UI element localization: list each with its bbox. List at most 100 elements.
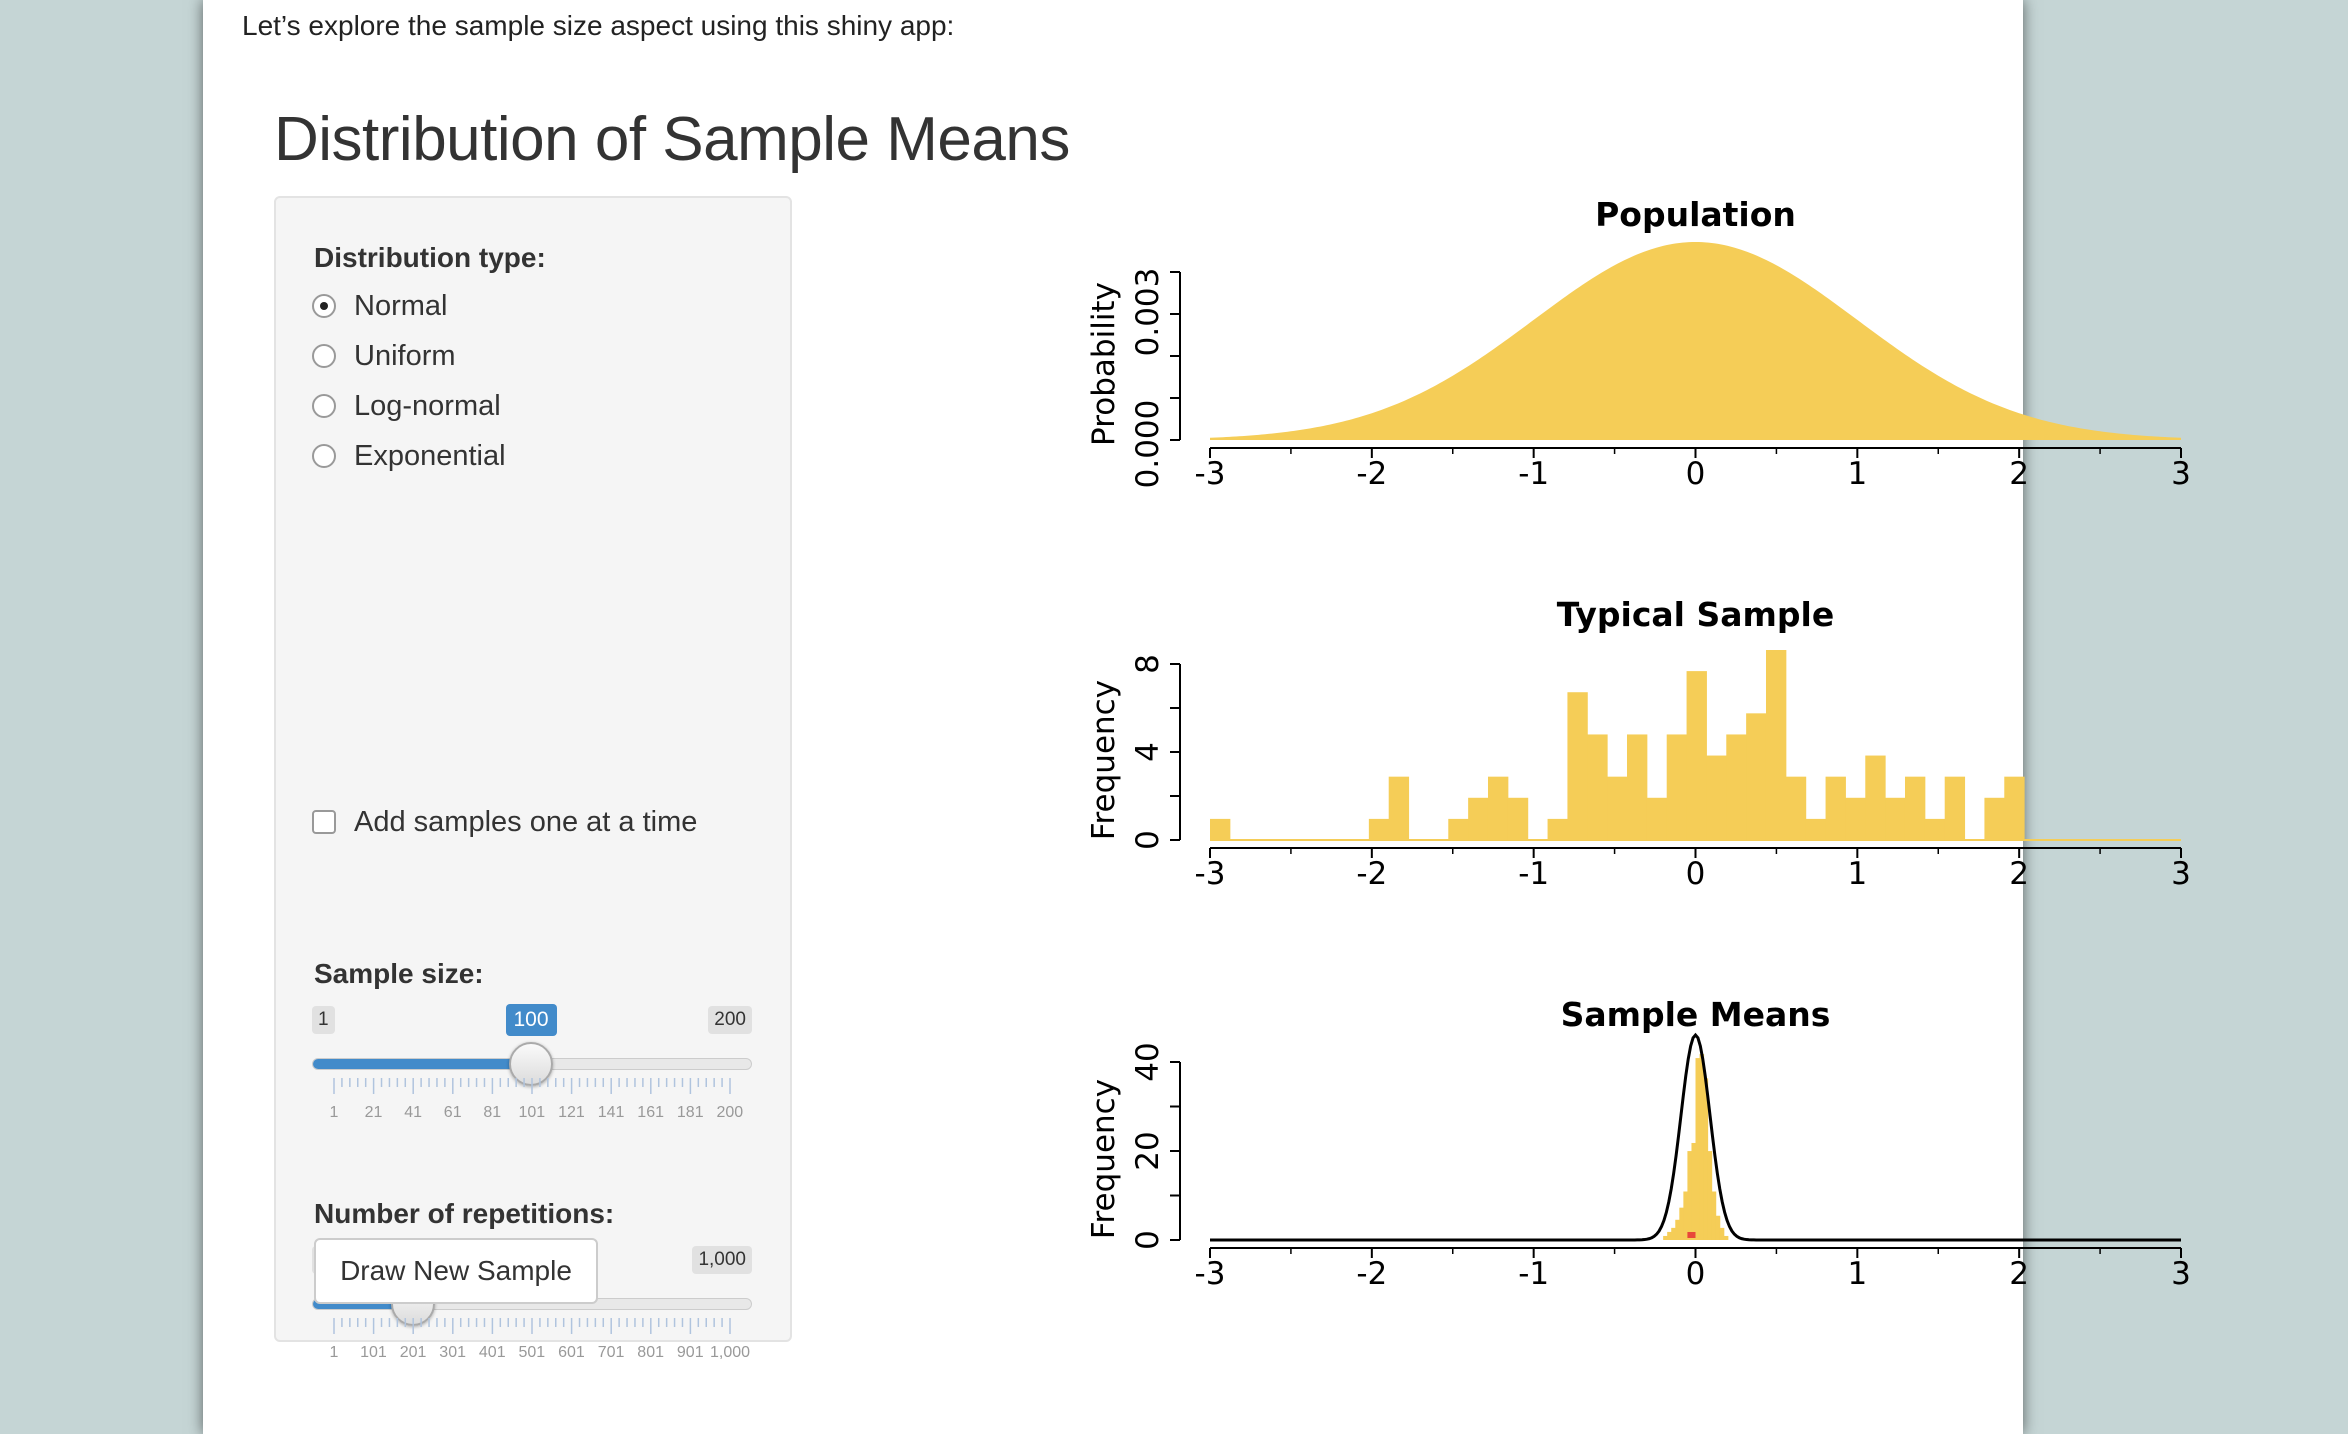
population-plot: Population -3 -2 -1 0 1 2 3 0.000 0.003Probabilit… — [1086, 195, 2191, 492]
histogram-bar — [1984, 797, 2005, 840]
repetitions-grid-label: 501 — [518, 1344, 546, 1361]
x-tick-label: -2 — [1356, 456, 1387, 492]
x-tick-label: 3 — [2171, 856, 2191, 892]
intro-text: Let’s explore the sample size aspect usi… — [242, 10, 955, 41]
sample-means-bar — [1707, 1151, 1713, 1240]
sidebar-panel: Distribution type: Normal Uniform Log-no… — [274, 196, 792, 1361]
x-tick-label: 1 — [1847, 1256, 1867, 1292]
sample-means-bar — [1691, 1142, 1696, 1240]
y-tick-label: 4 — [1130, 742, 1166, 762]
radio-normal[interactable]: Normal — [312, 286, 447, 326]
x-tick-label: 0 — [1686, 856, 1706, 892]
repetitions-label: Number of repetitions: — [314, 1198, 615, 1229]
y-axis-label: Probability — [1086, 282, 1122, 446]
radio-exponential-label: Exponential — [354, 439, 506, 472]
x-tick-label: -1 — [1518, 1256, 1549, 1292]
add-samples-checkbox[interactable] — [312, 810, 336, 834]
x-tick-label: 3 — [2171, 456, 2191, 492]
sample-means-bar — [1683, 1191, 1688, 1240]
repetitions-grid-label: 101 — [360, 1344, 387, 1361]
sample-means-bar — [1703, 1078, 1709, 1240]
repetitions-fill — [313, 1299, 414, 1309]
radio-normal-indicator[interactable] — [312, 294, 336, 318]
sample-means-bar — [1687, 1151, 1692, 1240]
normal-curve-overlay — [1210, 1032, 2181, 1242]
x-tick-label: -3 — [1195, 1256, 1226, 1292]
draw-new-sample-button[interactable]: Draw New Sample — [314, 1238, 598, 1304]
repetitions-grid-label: 801 — [637, 1344, 664, 1361]
sample-size-grid-label: 81 — [483, 1104, 502, 1121]
repetitions-grid-label: 201 — [399, 1344, 427, 1361]
repetitions-grid-label: 701 — [597, 1344, 625, 1361]
y-tick-label: 0.003 — [1130, 268, 1166, 357]
sample-size-min: 1 — [312, 1006, 335, 1034]
x-tick-label: 0 — [1686, 456, 1706, 492]
histogram-bar — [1210, 818, 1231, 840]
x-tick-label: -3 — [1195, 456, 1226, 492]
sample-size-max: 200 — [708, 1006, 752, 1034]
sample-size-grid-label: 21 — [364, 1104, 383, 1121]
sample-size-grid-label: 121 — [558, 1104, 585, 1121]
sample-means-bar — [1699, 1054, 1705, 1240]
plot-title: Typical Sample — [1557, 595, 1834, 634]
x-tick-label: -1 — [1518, 456, 1549, 492]
histogram-bar — [1825, 776, 1846, 840]
sample-size-grid-label: 161 — [637, 1104, 664, 1121]
histogram-bar — [1686, 671, 1707, 840]
repetitions-grid — [333, 1318, 731, 1334]
histogram-bar — [1746, 713, 1767, 840]
sample-size-value: 100 — [505, 1004, 557, 1036]
y-axis-label: Frequency — [1086, 1079, 1122, 1239]
x-tick-label: -1 — [1518, 856, 1549, 892]
radio-uniform[interactable]: Uniform — [312, 336, 456, 376]
repetitions-max: 1,000 — [692, 1246, 752, 1274]
radio-normal-label: Normal — [354, 289, 448, 322]
sample-means-bar — [1695, 1058, 1701, 1240]
typical-sample-plot: Typical Sample -3 -2 -1 0 1 2 3 0 4 8 Frequency — [1086, 595, 2191, 892]
sample-means-bar — [1675, 1219, 1680, 1240]
sample-size-label: Sample size: — [314, 958, 484, 989]
histogram-bar — [1785, 776, 1807, 840]
sample-means-bar — [1663, 1235, 1668, 1240]
histogram-bar — [1607, 776, 1628, 840]
page: Let’s explore the sample size aspect usi… — [203, 0, 2191, 1434]
sample-size-grid-label: 1 — [329, 1104, 339, 1121]
sample-means-bar — [1671, 1227, 1676, 1240]
current-mean-marker — [1687, 1232, 1696, 1238]
histogram-bar — [1448, 818, 1469, 840]
radio-log-normal[interactable]: Log-normal — [312, 386, 501, 426]
add-samples-checkbox-row[interactable]: Add samples one at a time — [312, 802, 697, 842]
sample-means-bar — [1719, 1227, 1725, 1240]
y-tick-label: 0 — [1130, 830, 1166, 850]
sample-size-grid-label: 41 — [404, 1104, 422, 1121]
radio-exponential-indicator[interactable] — [312, 444, 336, 468]
histogram-bar — [1368, 818, 1390, 840]
sample-size-slider[interactable]: 1 200 100 1 21 41 61 81 101 121 141 161 181 200 — [312, 1004, 752, 1136]
histogram-bar — [1706, 755, 1727, 840]
histogram-bar — [1587, 734, 1608, 840]
sample-means-bar — [1711, 1191, 1717, 1240]
y-tick-label: 0.000 — [1130, 400, 1166, 489]
plot-title: Population — [1595, 195, 1796, 234]
x-tick-label: 1 — [1847, 456, 1867, 492]
x-tick-label: 2 — [2009, 456, 2029, 492]
repetitions-grid-label: 601 — [558, 1344, 585, 1361]
sample-size-grid-label: 61 — [443, 1104, 462, 1121]
app-title: Distribution of Sample Means — [274, 105, 1070, 174]
histogram-bar — [1865, 755, 1886, 840]
histogram-bar — [1487, 776, 1509, 840]
radio-uniform-indicator[interactable] — [312, 344, 336, 368]
plot-title: Sample Means — [1561, 995, 1831, 1034]
repetitions-grid-label: 1 — [329, 1344, 339, 1361]
y-tick-label: 8 — [1130, 654, 1166, 674]
y-tick-label: 40 — [1130, 1042, 1166, 1081]
histogram-bar — [1666, 734, 1688, 840]
x-tick-label: -2 — [1356, 856, 1387, 892]
radio-exponential[interactable]: Exponential — [312, 436, 506, 476]
radio-log-normal-indicator[interactable] — [312, 394, 336, 418]
y-tick-label: 20 — [1130, 1131, 1166, 1170]
x-tick-label: -3 — [1195, 856, 1226, 892]
add-samples-label: Add samples one at a time — [354, 805, 698, 838]
sample-size-grid-label: 200 — [716, 1104, 744, 1121]
